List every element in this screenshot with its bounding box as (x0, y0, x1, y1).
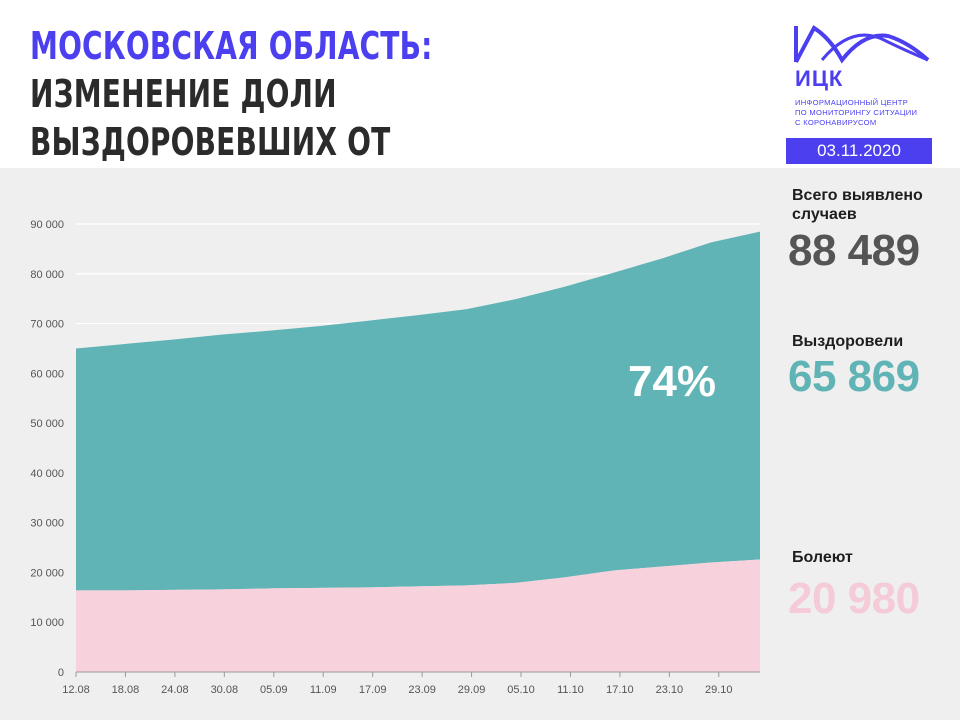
series-area-sick (76, 559, 760, 672)
x-tick-label: 17.10 (606, 684, 634, 696)
logo-subtitle-line: С КОРОНАВИРУСОМ (795, 118, 877, 127)
y-tick-label: 90 000 (30, 219, 64, 231)
sick-value: 20 980 (788, 574, 920, 623)
sick-label: Болеют (792, 549, 853, 566)
x-tick-label: 24.08 (161, 684, 189, 696)
x-tick-label: 11.09 (310, 684, 337, 696)
y-tick-label: 50 000 (30, 418, 64, 430)
share-annotation: 74% (628, 357, 716, 406)
x-tick-label: 18.08 (112, 684, 140, 696)
x-tick-label: 11.10 (557, 684, 584, 696)
y-tick-label: 70 000 (30, 319, 64, 331)
x-tick-label: 05.09 (260, 684, 288, 696)
x-tick-label: 12.08 (62, 684, 90, 696)
total-value: 88 489 (788, 226, 920, 275)
logo-subtitle-line: ИНФОРМАЦИОННЫЙ ЦЕНТР (795, 98, 909, 107)
recovered-value: 65 869 (788, 352, 920, 401)
logo-name: ИЦК (795, 66, 844, 91)
date-badge: 03.11.2020 (786, 138, 932, 164)
y-tick-label: 10 000 (30, 617, 64, 629)
y-tick-label: 40 000 (30, 468, 64, 480)
total-label: Всего выявлено случаев (792, 187, 923, 223)
y-tick-label: 0 (58, 667, 64, 679)
x-tick-label: 23.09 (408, 684, 436, 696)
y-tick-label: 80 000 (30, 269, 64, 281)
title-accent: МОСКОВСКАЯ ОБЛАСТЬ: (30, 24, 433, 68)
x-tick-label: 30.08 (211, 684, 239, 696)
y-tick-label: 30 000 (30, 518, 64, 530)
y-tick-label: 60 000 (30, 368, 64, 380)
x-tick-label: 29.09 (458, 684, 486, 696)
x-tick-label: 23.10 (656, 684, 684, 696)
logo-icon (794, 25, 930, 64)
x-tick-label: 17.09 (359, 684, 387, 696)
x-tick-label: 05.10 (507, 684, 535, 696)
series-area-recovered (76, 231, 760, 591)
x-tick-label: 29.10 (705, 684, 733, 696)
logo-subtitle-line: ПО МОНИТОРИНГУ СИТУАЦИИ (795, 108, 918, 117)
recovered-label: Выздоровели (792, 333, 904, 350)
y-tick-label: 20 000 (30, 567, 64, 579)
logo-subtitle: ИНФОРМАЦИОННЫЙ ЦЕНТР ПО МОНИТОРИНГУ СИТУ… (795, 98, 945, 128)
